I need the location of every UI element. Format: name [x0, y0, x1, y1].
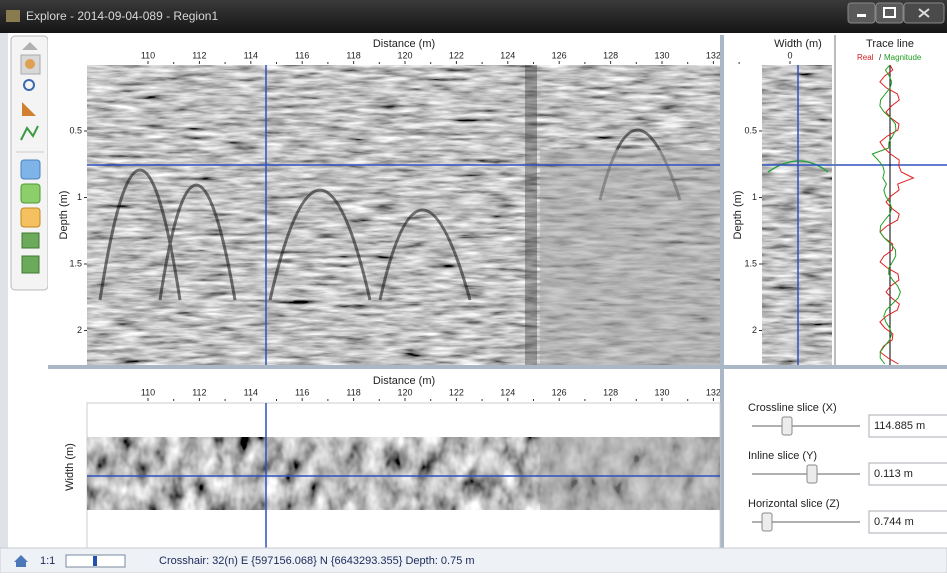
- y-tick-label: 2: [77, 325, 82, 335]
- x-tick-label: 122: [449, 50, 464, 60]
- plan-x-axis-title: Distance (m): [373, 375, 435, 387]
- maximize-button[interactable]: [876, 3, 903, 23]
- main-radargram: [87, 65, 720, 366]
- x-tick-label: 118: [346, 50, 360, 60]
- x-tick-label: 132: [706, 387, 721, 397]
- side-x-axis-title: Width (m): [774, 38, 822, 50]
- side-y-axis-title: Depth (m): [732, 191, 744, 240]
- x-tick-label: 124: [500, 50, 515, 60]
- x-tick-label: 128: [603, 387, 618, 397]
- y-axis-title: Depth (m): [58, 191, 70, 240]
- slider-thumb[interactable]: [762, 513, 772, 531]
- vertical-anomaly: [525, 65, 537, 366]
- x-tick-label: 112: [192, 50, 206, 60]
- crosshair-readout: Crosshair: 32(n) E {597156.068} N {66432…: [159, 555, 475, 567]
- x-tick-label: 120: [397, 387, 412, 397]
- slider-value: 0.744 m: [874, 516, 914, 528]
- x-axis-title: Distance (m): [373, 38, 435, 50]
- slider-value: 114.885 m: [874, 420, 925, 432]
- y-tick-label: 1.5: [744, 258, 757, 268]
- plan-y-axis-title: Width (m): [64, 443, 76, 491]
- toolbar: [11, 36, 48, 290]
- add-green-tool[interactable]: [21, 184, 40, 203]
- page: { "window": {"title": "Explore - 2014-09…: [0, 0, 947, 573]
- minimize-button[interactable]: [848, 3, 875, 23]
- y-tick-label: 2: [752, 325, 757, 335]
- x-tick-label: 128: [603, 50, 618, 60]
- layer-vertical-tool[interactable]: [22, 256, 39, 273]
- x-tick-label: 122: [449, 387, 464, 397]
- x-tick-label: 120: [397, 50, 412, 60]
- y-tick-label: 0.5: [744, 125, 757, 135]
- x-tick-label: 116: [295, 50, 309, 60]
- x-tick-label: 116: [295, 387, 309, 397]
- window-buttons: [848, 3, 944, 23]
- slider-label: Crossline slice (X): [748, 402, 837, 414]
- window-frame: [0, 33, 8, 548]
- window: Explore - 2014-09-04-089 - Region1: [0, 0, 947, 573]
- layer-horizontal-tool[interactable]: [22, 233, 39, 248]
- add-orange-tool[interactable]: [21, 208, 40, 227]
- x-tick-label: 114: [244, 50, 258, 60]
- faded-region: [540, 150, 720, 366]
- x-tick-label: 0: [787, 50, 792, 60]
- slider-label: Inline slice (Y): [748, 450, 817, 462]
- side-radargram: [762, 65, 832, 365]
- x-tick-label: 124: [500, 387, 515, 397]
- slider-thumb[interactable]: [782, 417, 792, 435]
- minimize-icon: [857, 14, 866, 17]
- slider-value: 0.113 m: [874, 468, 913, 480]
- window-title: Explore - 2014-09-04-089 - Region1: [26, 9, 218, 23]
- x-tick-label: 126: [552, 387, 567, 397]
- slider-label: Horizontal slice (Z): [748, 498, 840, 510]
- trace-title: Trace line: [866, 38, 914, 50]
- app-icon: [6, 10, 20, 22]
- x-tick-label: 118: [346, 387, 360, 397]
- pan-icon: [25, 59, 35, 69]
- y-tick-label: 0.5: [69, 125, 82, 135]
- zoom-level: 1:1: [40, 555, 55, 567]
- add-blue-tool[interactable]: [21, 160, 40, 179]
- x-tick-label: 126: [552, 50, 567, 60]
- x-tick-label: 114: [244, 387, 258, 397]
- overview-thumb: [93, 556, 97, 566]
- vertical-splitter[interactable]: [720, 35, 724, 548]
- x-tick-label: 110: [141, 50, 155, 60]
- slider-thumb[interactable]: [807, 465, 817, 483]
- x-tick-label: 112: [192, 387, 206, 397]
- x-tick-label: 110: [141, 387, 155, 397]
- y-tick-label: 1.5: [69, 258, 82, 268]
- y-tick-label: 1: [77, 192, 82, 202]
- plan-faded-region: [540, 437, 720, 510]
- x-tick-label: 130: [654, 387, 669, 397]
- x-tick-label: 130: [654, 50, 669, 60]
- x-tick-label: 132: [706, 50, 721, 60]
- legend-real: Real: [857, 53, 874, 62]
- legend-magnitude: Magnitude: [884, 53, 922, 62]
- horizontal-splitter[interactable]: [48, 365, 947, 369]
- slice-controls: Crossline slice (X) 114.885 m Inline slice…: [724, 369, 947, 548]
- y-tick-label: 1: [752, 192, 757, 202]
